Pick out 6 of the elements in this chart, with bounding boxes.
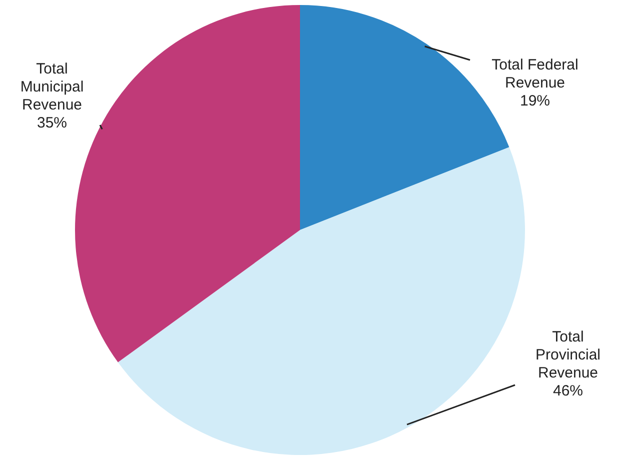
data-label: 19% (520, 92, 550, 110)
slice-label: Total Provincial Revenue (535, 328, 601, 382)
slice-label: Total Municipal Revenue (20, 60, 84, 114)
slice-label: Total Federal Revenue (492, 56, 578, 92)
data-label: 35% (36, 114, 68, 132)
data-label: 46% (552, 382, 584, 400)
